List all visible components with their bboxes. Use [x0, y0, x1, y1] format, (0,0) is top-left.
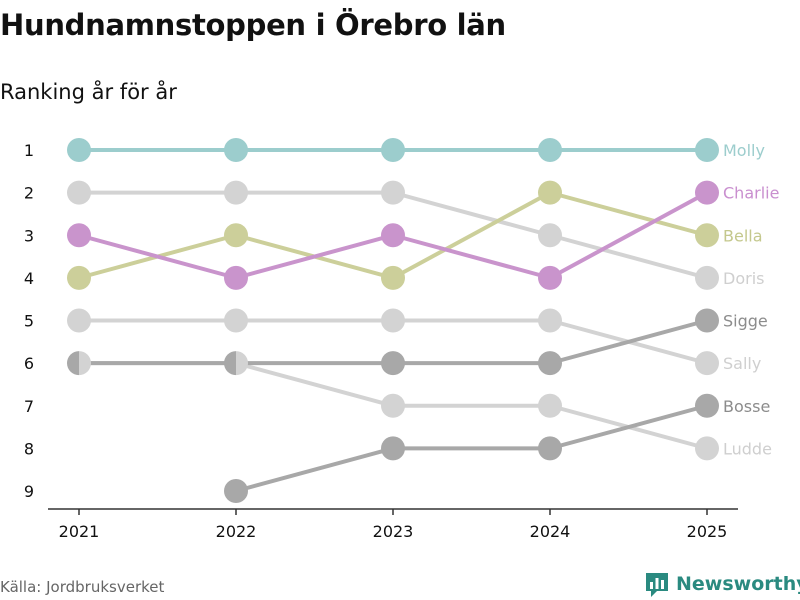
point-charlie-2022 — [224, 265, 248, 290]
point-doris-2024 — [538, 223, 562, 248]
y-tick-label: 1 — [24, 141, 34, 160]
point-bella-2023 — [381, 265, 405, 290]
point-sally-2024 — [538, 308, 562, 333]
point-doris-2022 — [224, 180, 248, 205]
point-sally-2022 — [224, 308, 248, 333]
point-molly-2022 — [224, 138, 248, 162]
x-tick-label: 2022 — [216, 522, 257, 541]
point-molly-2025 — [695, 138, 719, 162]
point-sigge-2023 — [381, 351, 405, 376]
y-tick-label: 3 — [24, 226, 34, 245]
point-bella-2021 — [67, 265, 91, 290]
y-tick-label: 5 — [24, 312, 34, 331]
point-bella-2022 — [224, 223, 248, 248]
point-doris-2021 — [67, 180, 91, 205]
series-label-charlie: Charlie — [723, 184, 779, 203]
x-axis-ticks: 2021 2022 2023 2024 2025 — [59, 509, 728, 541]
x-tick-label: 2025 — [687, 522, 728, 541]
series-label-bosse: Bosse — [723, 397, 770, 416]
brand-logo: Newsworthy — [644, 570, 800, 598]
series-line-bosse — [234, 403, 709, 493]
series-label-ludde: Ludde — [723, 439, 772, 458]
brand-name: Newsworthy — [676, 573, 800, 595]
point-charlie-2024 — [538, 265, 562, 290]
point-bosse-2025 — [695, 393, 719, 418]
series-label-doris: Doris — [723, 269, 764, 288]
point-bella-2025 — [695, 223, 719, 248]
point-charlie-2025 — [695, 180, 719, 205]
bar-chart-logo-icon — [646, 573, 668, 597]
x-tick-label: 2021 — [59, 522, 100, 541]
x-tick-label: 2024 — [530, 522, 571, 541]
y-axis-ticks: 1 2 3 4 5 6 7 8 9 — [24, 141, 34, 501]
series-label-bella: Bella — [723, 226, 763, 245]
y-tick-label: 8 — [24, 439, 34, 458]
point-shared-ludde-sigge-2022 — [224, 351, 248, 376]
point-ludde-2023 — [381, 393, 405, 418]
chart-subtitle: Ranking år för år — [0, 80, 177, 104]
series-label-sally: Sally — [723, 354, 761, 373]
point-molly-2024 — [538, 138, 562, 162]
series-points — [67, 138, 719, 503]
point-sigge-2024 — [538, 351, 562, 376]
series-label-molly: Molly — [723, 141, 765, 160]
point-charlie-2023 — [381, 223, 405, 248]
point-ludde-2024 — [538, 393, 562, 418]
point-sally-2025 — [695, 351, 719, 376]
y-tick-label: 9 — [24, 482, 34, 501]
point-bosse-2024 — [538, 436, 562, 461]
point-shared-ludde-sigge-2021 — [67, 351, 91, 376]
point-ludde-2025 — [695, 436, 719, 461]
source-note: Källa: Jordbruksverket — [0, 578, 165, 596]
point-sally-2021 — [67, 308, 91, 333]
point-bosse-2022 — [224, 479, 248, 503]
point-bosse-2023 — [381, 436, 405, 461]
point-doris-2025 — [695, 265, 719, 290]
y-tick-label: 2 — [24, 184, 34, 203]
point-sigge-2025 — [695, 308, 719, 333]
y-tick-label: 6 — [24, 354, 34, 373]
series-labels: Molly Doris Sally Ludde Sigge Bosse Bella Charl… — [723, 141, 779, 458]
series-label-sigge: Sigge — [723, 312, 768, 331]
y-tick-label: 7 — [24, 397, 34, 416]
point-charlie-2021 — [67, 223, 91, 248]
chart-title: Hundnamnstoppen i Örebro län — [0, 8, 506, 42]
y-tick-label: 4 — [24, 269, 34, 288]
point-molly-2023 — [381, 138, 405, 162]
point-sally-2023 — [381, 308, 405, 333]
x-tick-label: 2023 — [373, 522, 414, 541]
point-molly-2021 — [67, 138, 91, 162]
point-bella-2024 — [538, 180, 562, 205]
point-doris-2023 — [381, 180, 405, 205]
